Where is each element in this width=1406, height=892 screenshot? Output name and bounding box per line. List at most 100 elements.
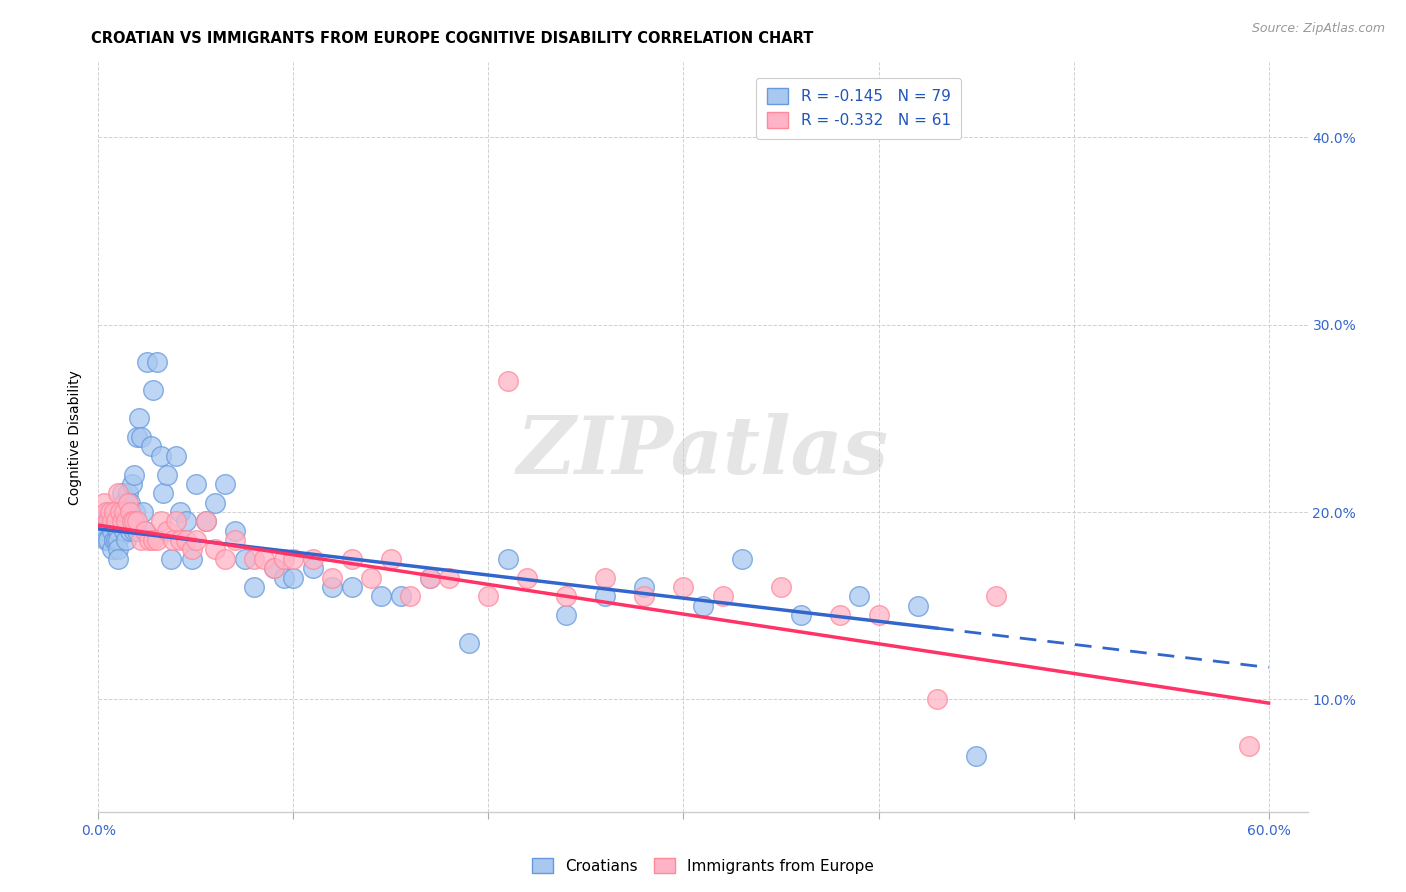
Point (184, 476, 207, 491)
Point (692, 599, 714, 613)
Point (122, 467, 145, 482)
Point (101, 514, 124, 528)
Point (118, 496, 141, 510)
Point (984, 589, 1007, 603)
Point (496, 551, 519, 566)
Point (91, 514, 114, 528)
Point (907, 599, 929, 613)
Point (107, 542, 129, 557)
Point (97, 533, 120, 547)
Point (321, 571, 343, 585)
Point (96, 505, 118, 519)
Point (380, 551, 402, 566)
Point (111, 514, 134, 528)
Point (139, 440, 162, 453)
Text: CROATIAN VS IMMIGRANTS FROM EUROPE COGNITIVE DISABILITY CORRELATION CHART: CROATIAN VS IMMIGRANTS FROM EUROPE COGNI… (91, 31, 814, 46)
Point (93, 496, 115, 510)
Point (104, 533, 127, 547)
Point (204, 496, 226, 510)
Point (156, 467, 179, 482)
Point (122, 524, 145, 538)
Point (194, 514, 217, 528)
Legend: R = -0.145   N = 79, R = -0.332   N = 61: R = -0.145 N = 79, R = -0.332 N = 61 (756, 78, 962, 138)
Point (128, 411, 150, 425)
Point (214, 551, 236, 566)
Text: Source: ZipAtlas.com: Source: ZipAtlas.com (1251, 22, 1385, 36)
Point (101, 524, 124, 538)
Point (302, 561, 325, 575)
Point (98, 514, 121, 528)
Point (104, 505, 127, 519)
Point (273, 571, 295, 585)
Point (321, 580, 343, 594)
Point (124, 505, 146, 519)
Point (111, 486, 134, 500)
Point (174, 514, 197, 528)
Point (152, 486, 174, 500)
Point (121, 476, 143, 491)
Point (118, 524, 141, 538)
Point (925, 692, 948, 706)
Point (165, 449, 187, 463)
Point (439, 571, 461, 585)
Point (134, 524, 156, 538)
Point (159, 551, 181, 566)
Point (340, 551, 363, 566)
Point (263, 561, 285, 575)
Point (1237, 739, 1260, 753)
Point (253, 551, 276, 566)
Point (136, 355, 159, 369)
Point (243, 580, 266, 594)
Point (555, 608, 578, 623)
Point (181, 551, 204, 566)
Point (103, 533, 125, 547)
Point (107, 551, 129, 566)
Text: ZIPatlas: ZIPatlas (517, 413, 889, 491)
Point (127, 430, 149, 444)
Point (965, 748, 987, 763)
Point (174, 533, 197, 547)
Point (360, 571, 382, 585)
Point (731, 551, 754, 566)
Point (112, 496, 135, 510)
Point (107, 524, 129, 538)
Point (233, 551, 256, 566)
Point (114, 514, 136, 528)
Point (194, 514, 217, 528)
Point (117, 486, 139, 500)
Point (142, 384, 165, 398)
Point (243, 551, 266, 566)
Point (121, 514, 143, 528)
Point (595, 571, 617, 585)
Point (283, 551, 305, 566)
Point (711, 589, 734, 603)
Point (138, 533, 160, 547)
Point (868, 608, 890, 623)
Point (112, 505, 135, 519)
Point (169, 533, 191, 547)
Point (132, 505, 155, 519)
Point (117, 514, 139, 528)
Point (149, 514, 172, 528)
Point (101, 542, 124, 557)
Point (633, 589, 655, 603)
Point (769, 580, 792, 594)
Point (96, 533, 118, 547)
Point (204, 542, 226, 557)
Point (111, 514, 134, 528)
Point (134, 524, 156, 538)
Point (121, 514, 143, 528)
Point (214, 476, 236, 491)
Point (112, 524, 135, 538)
Point (149, 449, 172, 463)
Point (165, 514, 187, 528)
Point (477, 589, 499, 603)
Point (273, 551, 295, 566)
Point (162, 533, 184, 547)
Point (789, 608, 811, 623)
Point (97, 505, 120, 519)
Point (103, 505, 125, 519)
Point (97, 514, 120, 528)
Point (107, 533, 129, 547)
Point (389, 589, 412, 603)
